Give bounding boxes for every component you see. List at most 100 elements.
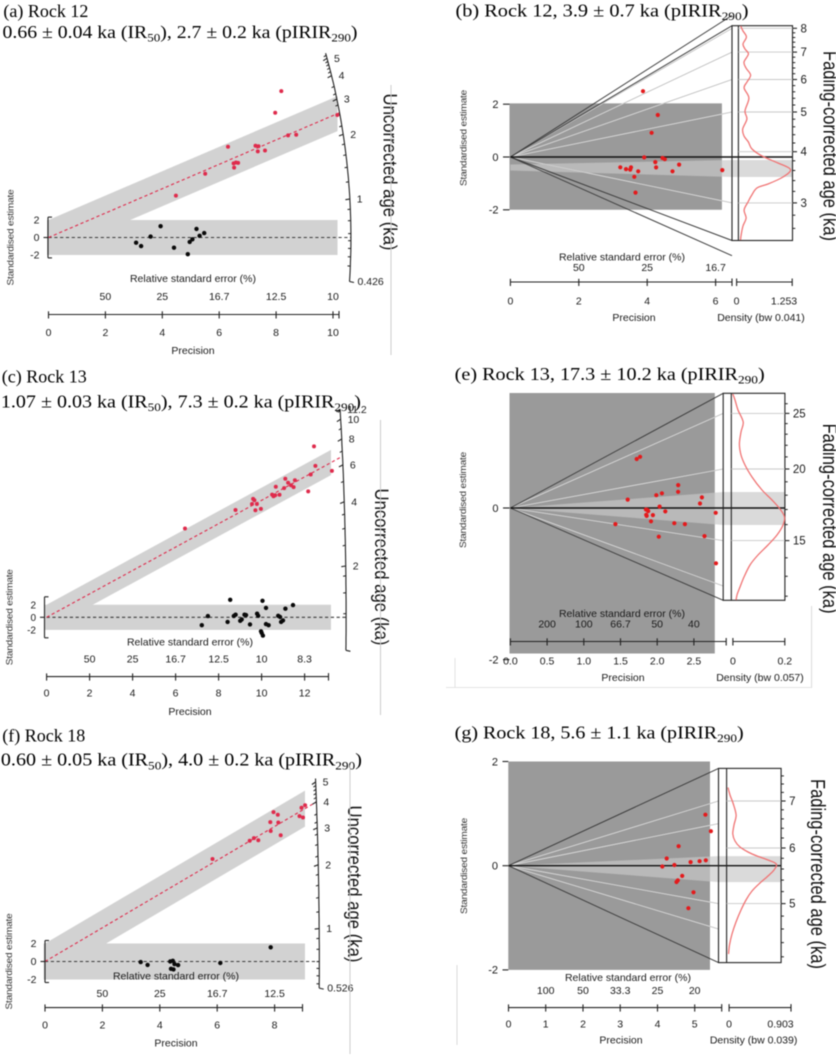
svg-text:-2: -2: [27, 626, 36, 637]
svg-text:Precision: Precision: [154, 1038, 197, 1050]
svg-text:4: 4: [655, 1019, 661, 1031]
svg-text:6: 6: [173, 687, 179, 699]
svg-text:1: 1: [543, 1019, 549, 1031]
svg-text:-2: -2: [30, 250, 39, 262]
svg-text:Precision: Precision: [601, 672, 644, 684]
svg-text:2: 2: [350, 129, 356, 141]
svg-text:20: 20: [689, 985, 701, 997]
svg-text:0: 0: [34, 232, 40, 244]
svg-text:8: 8: [273, 327, 279, 339]
svg-text:0: 0: [730, 656, 736, 668]
svg-text:Standardised estimate: Standardised estimate: [4, 914, 15, 1010]
svg-text:2: 2: [325, 859, 331, 871]
svg-text:25: 25: [156, 291, 168, 303]
svg-text:(a) Rock 12: (a) Rock 12: [3, 1, 88, 22]
svg-text:Density (bw 0.039): Density (bw 0.039): [710, 1034, 798, 1046]
svg-text:5: 5: [801, 107, 807, 119]
svg-text:12.5: 12.5: [208, 654, 229, 666]
svg-text:Fading-corrected age (ka): Fading-corrected age (ka): [806, 779, 829, 969]
svg-text:6: 6: [214, 1020, 220, 1032]
svg-text:0: 0: [30, 613, 36, 624]
svg-text:4: 4: [130, 687, 136, 699]
svg-text:7: 7: [789, 796, 795, 808]
svg-text:8: 8: [349, 434, 355, 446]
svg-text:25: 25: [154, 988, 166, 1000]
svg-text:Standardised estimate: Standardised estimate: [458, 452, 469, 548]
svg-text:Relative standard error (%): Relative standard error (%): [113, 971, 239, 983]
svg-text:6: 6: [216, 327, 222, 339]
svg-text:100: 100: [575, 619, 593, 631]
svg-text:-2: -2: [489, 205, 499, 217]
svg-text:4: 4: [644, 296, 650, 308]
svg-text:25: 25: [127, 654, 139, 666]
svg-text:10: 10: [348, 414, 360, 426]
svg-text:8: 8: [272, 1020, 278, 1032]
svg-text:4: 4: [351, 496, 357, 508]
svg-text:0.0: 0.0: [503, 656, 518, 668]
svg-text:4: 4: [159, 327, 165, 339]
svg-text:Fading-corrected age (ka): Fading-corrected age (ka): [818, 424, 836, 614]
svg-text:2: 2: [580, 1019, 586, 1031]
svg-text:12.5: 12.5: [266, 291, 287, 303]
svg-text:3: 3: [324, 823, 330, 835]
svg-text:-2: -2: [489, 654, 499, 666]
svg-text:Uncorrected age (ka): Uncorrected age (ka): [379, 94, 401, 251]
svg-text:Uncorrected age (ka): Uncorrected age (ka): [343, 806, 365, 963]
svg-text:0: 0: [734, 296, 740, 308]
svg-text:50: 50: [577, 985, 589, 997]
svg-text:2.5: 2.5: [687, 656, 702, 668]
svg-text:0: 0: [507, 296, 513, 308]
svg-text:Relative standard error (%): Relative standard error (%): [130, 273, 256, 285]
svg-text:0: 0: [31, 956, 37, 968]
svg-text:16.7: 16.7: [207, 988, 228, 1000]
svg-text:6: 6: [789, 843, 795, 855]
svg-text:16.7: 16.7: [705, 262, 726, 274]
svg-text:7: 7: [801, 47, 807, 59]
svg-text:12.5: 12.5: [264, 988, 285, 1000]
svg-text:50: 50: [100, 291, 112, 303]
svg-text:5: 5: [323, 777, 329, 789]
svg-text:0: 0: [492, 152, 498, 164]
svg-text:4: 4: [323, 797, 329, 809]
svg-text:2: 2: [31, 938, 37, 950]
svg-text:50: 50: [84, 654, 96, 666]
svg-text:Precision: Precision: [599, 1034, 642, 1046]
svg-text:2: 2: [492, 99, 498, 111]
svg-text:(c) Rock 13: (c) Rock 13: [2, 367, 87, 388]
svg-text:33.3: 33.3: [610, 985, 631, 997]
svg-text:3: 3: [344, 94, 350, 106]
svg-text:(f) Rock 18: (f) Rock 18: [2, 726, 85, 747]
svg-text:0: 0: [506, 1019, 512, 1031]
svg-text:Relative standard error (%): Relative standard error (%): [559, 608, 685, 620]
svg-text:2.0: 2.0: [650, 656, 665, 668]
svg-text:1.253: 1.253: [771, 296, 797, 308]
svg-text:Relative standard error (%): Relative standard error (%): [565, 972, 691, 984]
svg-text:4: 4: [801, 147, 808, 159]
svg-text:2: 2: [492, 756, 498, 768]
svg-text:Standardised estimate: Standardised estimate: [6, 190, 17, 286]
svg-text:20: 20: [793, 464, 806, 476]
svg-text:6: 6: [801, 75, 807, 87]
svg-text:Fading-corrected age (ka): Fading-corrected age (ka): [819, 51, 836, 241]
svg-text:5: 5: [789, 899, 795, 911]
svg-text:Precision: Precision: [171, 345, 214, 357]
svg-text:50: 50: [651, 619, 663, 631]
svg-text:1: 1: [357, 194, 363, 206]
svg-text:12: 12: [299, 687, 311, 699]
svg-text:0.5: 0.5: [540, 656, 555, 668]
svg-text:0: 0: [44, 687, 50, 699]
svg-text:16.7: 16.7: [209, 291, 230, 303]
svg-text:40: 40: [688, 619, 700, 631]
svg-text:8: 8: [216, 687, 222, 699]
svg-text:4: 4: [157, 1020, 163, 1032]
svg-text:2: 2: [353, 561, 359, 573]
svg-text:100: 100: [537, 985, 555, 997]
svg-text:10: 10: [256, 687, 268, 699]
svg-text:Standardised estimate: Standardised estimate: [459, 818, 470, 914]
svg-text:50: 50: [573, 262, 585, 274]
svg-text:10: 10: [256, 654, 268, 666]
svg-text:16.7: 16.7: [165, 654, 186, 666]
